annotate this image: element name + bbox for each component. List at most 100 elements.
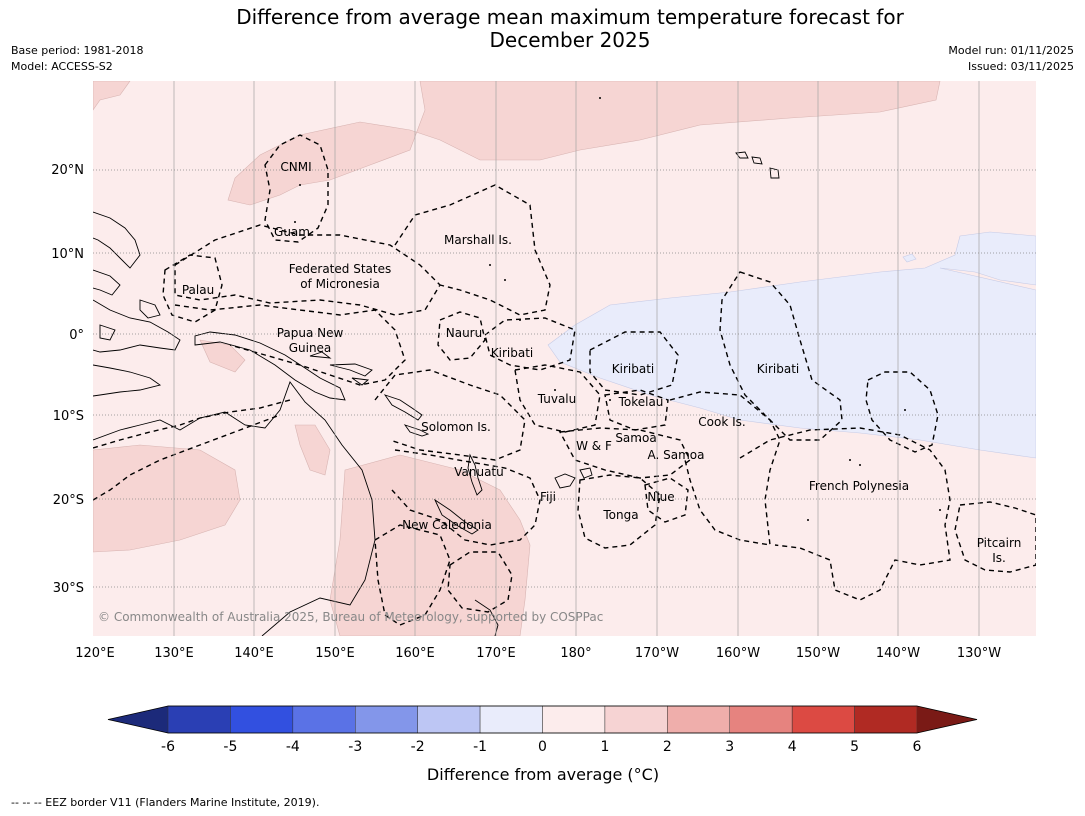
lon-label: 140°E xyxy=(234,646,274,661)
lat-label: 0° xyxy=(69,328,84,343)
lon-label: 150°W xyxy=(796,646,840,661)
eez-png xyxy=(174,304,406,386)
colorbar-segment xyxy=(791,705,855,734)
indonesia-philippines-coast xyxy=(93,299,181,397)
colorbar-segment xyxy=(729,705,793,734)
anomaly-area-nw-corner xyxy=(93,81,131,111)
eez-borders xyxy=(93,134,1036,626)
region-label: Guam xyxy=(274,225,310,239)
colorbar-tick-label: -6 xyxy=(161,739,175,755)
lon-labels: 120°E 130°E 140°E 150°E 160°E 170°E 180°… xyxy=(75,646,1001,661)
colorbar-segments xyxy=(167,705,918,734)
lon-label: 120°E xyxy=(75,646,115,661)
colorbar-segment xyxy=(417,705,481,734)
region-label: Kiribati xyxy=(491,346,533,360)
colorbar-outline xyxy=(107,705,978,734)
region-label: Cook Is. xyxy=(698,415,745,429)
lon-label: 140°W xyxy=(876,646,920,661)
lat-label: 20°S xyxy=(53,493,84,508)
colorbar-segment xyxy=(479,705,543,734)
anomaly-area-coral-small xyxy=(294,424,331,476)
colorbar-segment xyxy=(292,705,356,734)
solomon-islands-coast xyxy=(383,394,430,437)
coastlines xyxy=(93,151,780,636)
colorbar-segment xyxy=(854,705,918,734)
region-label: Federated States xyxy=(289,262,391,276)
colorbar-ticks: -6 -5 -4 -3 -2 -1 0 1 2 3 4 5 6 xyxy=(161,739,922,755)
region-label: Palau xyxy=(182,283,214,297)
eez-french-polynesia xyxy=(739,427,951,601)
colorbar-tick-label: 2 xyxy=(663,739,672,755)
region-label: Niue xyxy=(647,490,674,504)
region-label: French Polynesia xyxy=(809,479,909,493)
meta-right: Model run: 01/11/2025 Issued: 03/11/2025 xyxy=(948,43,1074,75)
lat-labels: 20°N 10°N 0° 10°S 20°S 30°S xyxy=(51,163,84,596)
region-label: Marshall Is. xyxy=(444,233,512,247)
map-title-line2: December 2025 xyxy=(489,28,651,52)
region-label: A. Samoa xyxy=(648,448,705,462)
anomaly-area-cool-east xyxy=(547,231,1036,459)
eez-source-note: -- -- -- EEZ border V11 (Flanders Marine… xyxy=(11,796,320,809)
region-label: Fiji xyxy=(540,490,556,504)
eez-tuvalu xyxy=(514,364,601,433)
map-panel: CNMI Guam Marshall Is. Federated States … xyxy=(93,81,1036,636)
region-label: Samoa xyxy=(615,431,656,445)
lon-label: 160°W xyxy=(716,646,760,661)
region-label: Guinea xyxy=(289,341,332,355)
colorbar: -6 -5 -4 -3 -2 -1 0 1 2 3 4 5 6 xyxy=(107,705,978,755)
lat-label: 30°S xyxy=(53,581,84,596)
region-label: Solomon Is. xyxy=(421,420,491,434)
eez-kiribati-west xyxy=(484,317,576,371)
issued-text: Issued: 03/11/2025 xyxy=(967,60,1074,73)
anomaly-area-png xyxy=(199,339,246,373)
png-islands xyxy=(309,351,373,386)
eez-solomon xyxy=(374,369,526,461)
colorbar-tick-label: 1 xyxy=(600,739,609,755)
colorbar-segment xyxy=(604,705,668,734)
colorbar-tick-label: 0 xyxy=(538,739,547,755)
lat-gridlines xyxy=(93,169,1036,588)
copyright-text: © Commonwealth of Australia 2025, Bureau… xyxy=(98,610,603,624)
model-text: Model: ACCESS-S2 xyxy=(11,60,113,73)
anomaly-area-north xyxy=(227,81,941,206)
colorbar-tick-label: -1 xyxy=(473,739,487,755)
anomaly-area-australia xyxy=(93,444,241,553)
colorbar-segment xyxy=(167,705,231,734)
region-label: Papua New xyxy=(277,326,344,340)
colorbar-tick-label: -5 xyxy=(223,739,237,755)
region-label: Kiribati xyxy=(612,362,654,376)
fiji-coast xyxy=(554,467,593,489)
lon-label: 160°E xyxy=(395,646,435,661)
eez-vanuatu-fiji xyxy=(391,449,541,546)
region-label: Is. xyxy=(992,551,1006,565)
lon-label: 130°E xyxy=(154,646,194,661)
colorbar-tick-label: -4 xyxy=(286,739,300,755)
map-title-line1: Difference from average mean maximum tem… xyxy=(236,5,904,29)
region-label: Pitcairn xyxy=(977,536,1022,550)
eez-wallis-samoa xyxy=(558,427,691,479)
lon-label: 180° xyxy=(560,646,591,661)
region-label: Tuvalu xyxy=(537,392,577,406)
lat-label: 10°N xyxy=(51,247,84,262)
colorbar-extend-high xyxy=(917,706,977,733)
eez-indonesia xyxy=(93,399,291,449)
lat-label: 20°N xyxy=(51,163,84,178)
colorbar-segment xyxy=(542,705,606,734)
eez-kiribati-phoenix xyxy=(589,331,679,396)
colorbar-tick-label: 4 xyxy=(788,739,797,755)
region-label: New Caledonia xyxy=(402,518,492,532)
colorbar-segment xyxy=(667,705,730,734)
png-coastline xyxy=(194,331,346,401)
colorbar-tick-label: 3 xyxy=(725,739,734,755)
eez-tonga xyxy=(577,474,661,549)
new-caledonia-coast xyxy=(433,498,479,535)
eez-australia-north xyxy=(93,414,281,501)
eez-nauru xyxy=(437,311,486,361)
eez-fp-north xyxy=(865,371,939,453)
lon-label: 170°E xyxy=(476,646,516,661)
lon-gridlines xyxy=(173,81,980,636)
colorbar-title: Difference from average (°C) xyxy=(427,765,659,784)
eez-pitcairn xyxy=(954,501,1036,573)
region-label: Kiribati xyxy=(757,362,799,376)
lon-label: 150°E xyxy=(315,646,355,661)
